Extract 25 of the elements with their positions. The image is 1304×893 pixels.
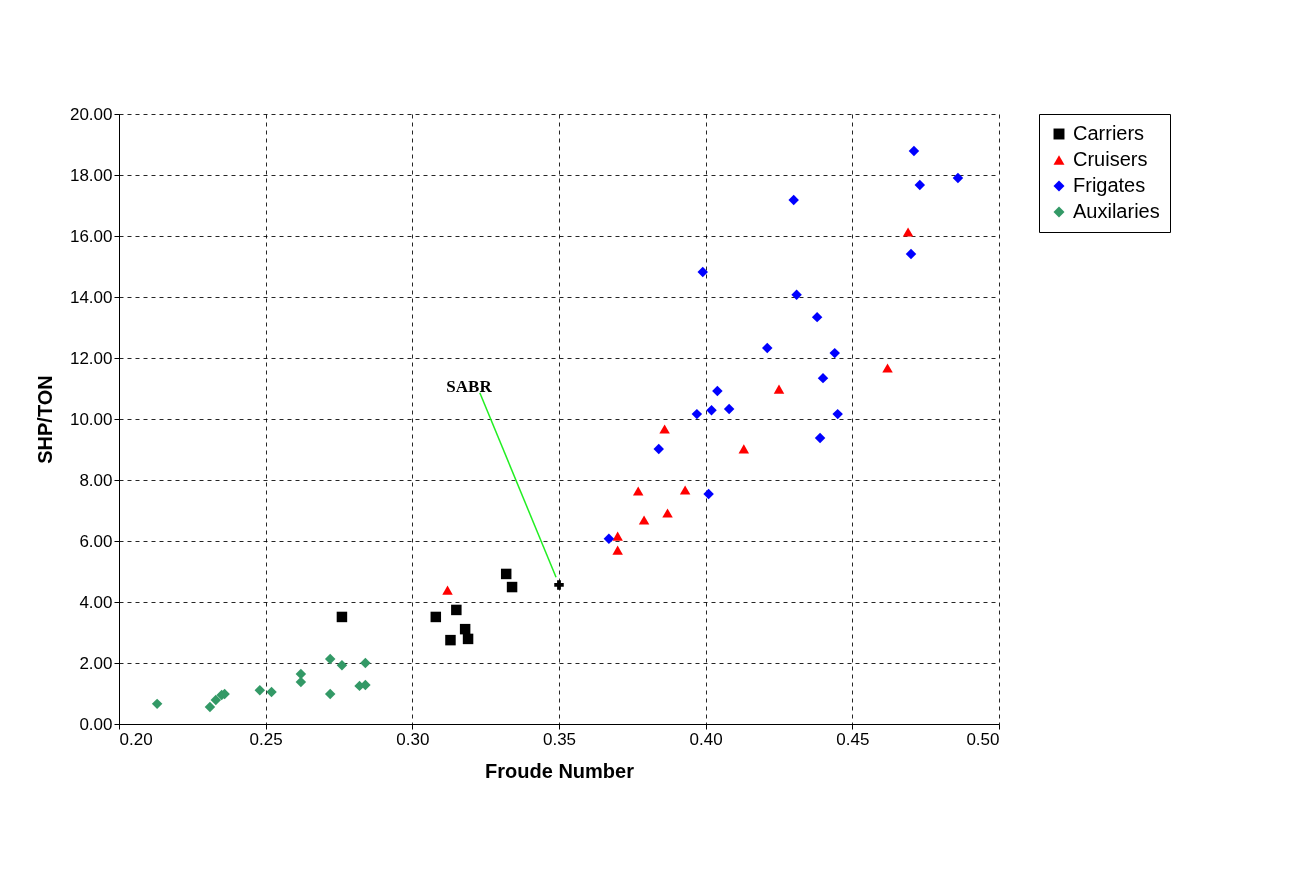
annotation: SABR — [446, 376, 493, 396]
legend-label: Carriers — [1073, 122, 1145, 144]
y-tick-label: 0.00 — [79, 714, 113, 734]
legend-label: Auxilaries — [1073, 200, 1160, 222]
y-tick-label: 16.00 — [69, 226, 113, 246]
x-tick-label: 0.25 — [249, 729, 283, 749]
legend-label: Frigates — [1073, 174, 1146, 196]
y-tick-label: 12.00 — [69, 348, 113, 368]
y-tick-label: 8.00 — [79, 470, 113, 490]
y-tick-label: 2.00 — [79, 653, 113, 673]
x-tick-label: 0.50 — [966, 729, 1000, 749]
x-tick-label: 0.30 — [396, 729, 430, 749]
x-tick-label: 0.20 — [119, 729, 153, 749]
y-axis-title: SHP/TON — [33, 375, 56, 464]
x-tick-label: 0.40 — [689, 729, 723, 749]
legend-label: Cruisers — [1073, 148, 1148, 170]
x-tick-label: 0.45 — [836, 729, 870, 749]
x-axis-title: Froude Number — [485, 759, 635, 782]
y-tick-label: 6.00 — [79, 531, 113, 551]
y-tick-label: 10.00 — [69, 409, 113, 429]
y-tick-label: 4.00 — [79, 592, 113, 612]
y-tick-label: 14.00 — [69, 287, 113, 307]
y-tick-label: 18.00 — [69, 165, 113, 185]
x-tick-label: 0.35 — [542, 729, 577, 749]
y-tick-label: 20.00 — [69, 104, 113, 124]
